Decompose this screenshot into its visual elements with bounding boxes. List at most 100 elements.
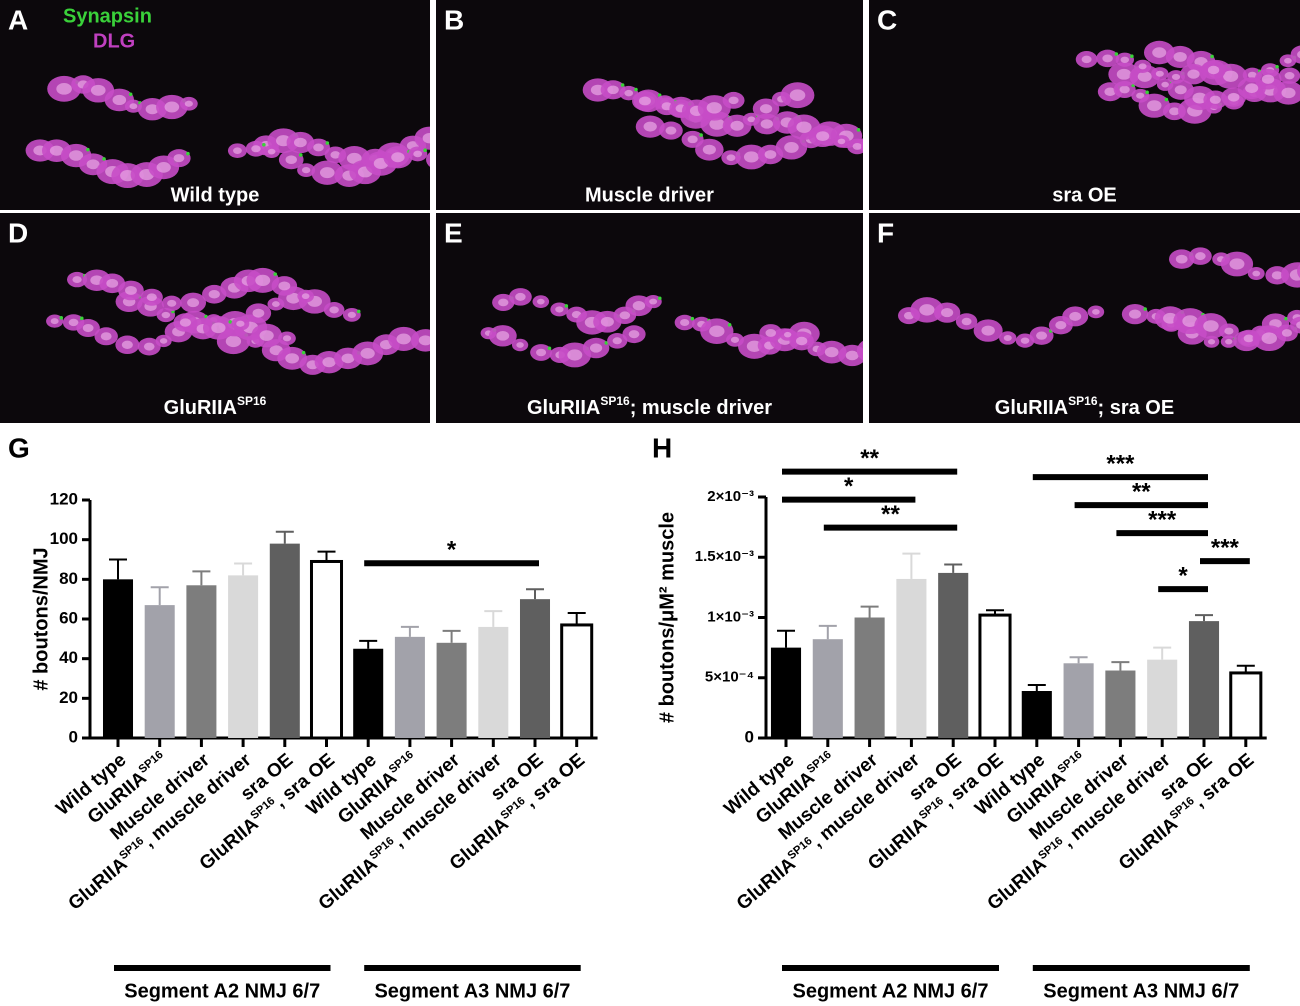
bar xyxy=(394,636,425,738)
bouton-core xyxy=(1138,63,1147,70)
bouton-core xyxy=(225,335,242,348)
panel-letter: D xyxy=(8,217,28,248)
synapsin-dot xyxy=(1284,316,1288,321)
group-label: Segment A3 NMJ 6/7 xyxy=(1043,980,1239,1002)
bouton-core xyxy=(251,145,261,153)
bar xyxy=(1063,663,1094,738)
bouton-core xyxy=(187,298,200,308)
bouton-core xyxy=(293,137,307,148)
bouton-core xyxy=(816,131,830,142)
bar xyxy=(770,647,802,738)
synapsin-dot xyxy=(657,296,662,301)
bouton-core xyxy=(1297,50,1300,59)
bouton-core xyxy=(329,306,339,314)
bouton-core xyxy=(129,103,138,110)
bouton-core xyxy=(322,357,336,368)
panel-letter: B xyxy=(444,4,464,35)
significance-label: * xyxy=(1178,562,1188,589)
bouton-core xyxy=(726,154,736,162)
bouton-core xyxy=(1055,321,1067,330)
synapsin-dot xyxy=(423,148,427,153)
bouton xyxy=(426,152,430,167)
bar xyxy=(1021,691,1052,738)
bouton-core xyxy=(612,337,622,345)
bouton-core xyxy=(156,162,171,173)
synapsin-dot xyxy=(273,272,278,276)
synapsin-dot xyxy=(262,143,266,147)
synapsin-dot xyxy=(547,346,552,351)
synapsin-dot xyxy=(301,350,306,355)
bouton-core xyxy=(1136,92,1145,99)
y-tick-label: 20 xyxy=(59,688,78,707)
bouton-core xyxy=(1102,54,1113,63)
bouton-core xyxy=(600,316,614,327)
bouton-core xyxy=(1207,339,1216,345)
bouton-core xyxy=(72,276,82,284)
bouton-core xyxy=(422,132,430,144)
bouton-core xyxy=(259,330,274,341)
bouton-core xyxy=(764,150,777,159)
bouton xyxy=(861,140,863,153)
bouton-core xyxy=(1209,95,1221,104)
bouton-core xyxy=(1187,69,1200,79)
group-label: Segment A2 NMJ 6/7 xyxy=(793,980,989,1002)
bar xyxy=(560,623,594,740)
bouton-core xyxy=(1252,270,1261,277)
bouton-core xyxy=(1119,85,1130,94)
bouton-core xyxy=(313,143,324,152)
y-tick-label: 1.5×10⁻³ xyxy=(695,548,754,565)
bouton-core xyxy=(1020,337,1030,344)
image-panel: B Muscle driver xyxy=(436,0,863,210)
bouton-core xyxy=(184,100,193,107)
bouton-core xyxy=(981,325,995,336)
panel-caption: Wild type xyxy=(171,184,260,206)
bouton-core xyxy=(680,319,690,326)
bouton-core xyxy=(1137,71,1152,82)
bouton-core xyxy=(759,104,773,114)
bouton-core xyxy=(1147,100,1162,112)
bouton-core xyxy=(852,142,862,150)
y-axis-title: # boutons/μM² muscle xyxy=(656,512,678,723)
bouton-core xyxy=(1227,92,1240,102)
significance-label: ** xyxy=(860,445,879,472)
bar xyxy=(938,572,969,738)
bar xyxy=(309,559,344,740)
bouton-core xyxy=(267,148,276,155)
bouton-core xyxy=(1003,334,1012,341)
bouton-core xyxy=(1161,81,1169,88)
bouton-core xyxy=(1155,70,1164,77)
bouton-core xyxy=(687,135,698,144)
bouton-core xyxy=(1243,334,1255,343)
bouton-core xyxy=(285,353,300,364)
bouton-core xyxy=(211,322,226,334)
bouton-core xyxy=(1174,85,1187,95)
bar xyxy=(102,579,134,738)
bouton-core xyxy=(49,145,64,156)
bar xyxy=(1147,659,1178,738)
bar xyxy=(854,617,885,738)
y-tick-label: 1×10⁻³ xyxy=(707,608,754,625)
bouton-core xyxy=(515,292,526,301)
synapsin-dot xyxy=(128,92,133,97)
bouton-core xyxy=(50,318,59,325)
bouton-core xyxy=(285,155,297,164)
panel-caption: GluRIIASP16; muscle driver xyxy=(527,394,772,419)
bouton-core xyxy=(784,141,799,153)
bouton-core xyxy=(1128,309,1142,319)
bouton-core xyxy=(496,331,510,341)
synapsin-dot xyxy=(727,323,732,327)
bouton-core xyxy=(1284,57,1292,64)
panel-caption: GluRIIASP16 xyxy=(164,394,267,419)
bouton-core xyxy=(1224,327,1234,335)
bouton-core xyxy=(161,311,171,319)
bouton-core xyxy=(56,82,72,95)
bouton-core xyxy=(1284,71,1295,80)
bouton-core xyxy=(301,167,311,174)
bouton xyxy=(414,126,430,150)
synapsin-dot xyxy=(1114,52,1119,56)
bouton-core xyxy=(845,350,859,361)
bar xyxy=(478,626,509,738)
synapsin-dot xyxy=(699,133,703,137)
